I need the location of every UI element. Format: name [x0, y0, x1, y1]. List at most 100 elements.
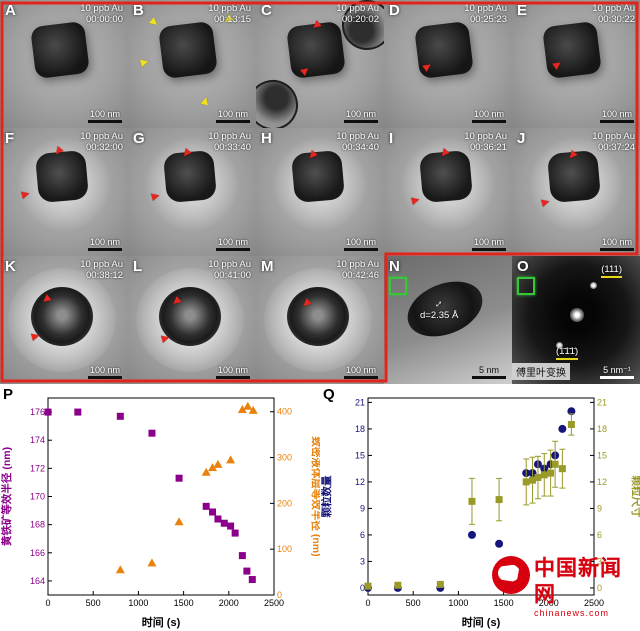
svg-text:172: 172 — [30, 463, 45, 473]
left-axis: 0 3 6 9 12 15 18 21 颗粒数量 — [320, 397, 372, 593]
svg-text:0: 0 — [360, 583, 365, 593]
panel-label: J — [517, 130, 526, 147]
charts-row: 0 500 1000 1500 2000 2500 时间 (s) 164 166 168 170 17… — [0, 384, 640, 631]
svg-text:12: 12 — [597, 477, 607, 487]
tem-panel: L 10 ppb Au 00:41:00 100 nm ▶ ▶ — [128, 256, 256, 384]
fft-plane-111: (111) — [601, 264, 622, 278]
x-axis: 0 500 1000 1500 2000 2500 时间 (s) — [45, 591, 284, 629]
panel-header: 10 ppb Au — [336, 131, 379, 142]
panel-label: E — [517, 2, 528, 19]
scale-bar-line — [344, 376, 378, 379]
tem-panel: M 10 ppb Au 00:42:46 100 nm ▶ — [256, 256, 384, 384]
scale-bar-label: 100 nm — [217, 365, 249, 375]
panel-label: A — [5, 2, 16, 19]
nanoparticle — [34, 149, 90, 204]
right-axis: 0 100 200 300 400 致密液体层等效半径 (nm) — [270, 407, 320, 600]
scale-bar-label: 100 nm — [89, 365, 121, 375]
x-axis: 0 500 1000 1500 2000 2500 时间 (s) — [365, 591, 604, 629]
panel-label: H — [261, 130, 272, 147]
scale-bar: 100 nm — [600, 109, 634, 123]
panel-label: F — [5, 130, 15, 147]
svg-text:15: 15 — [355, 450, 365, 460]
tem-panel: C 10 ppb Au 00:20:02 100 nm ▶ ▶ — [256, 0, 384, 128]
fft-center-spot — [570, 308, 584, 322]
chart-panel-letter: P — [3, 386, 13, 403]
green-logo-icon — [389, 277, 407, 295]
panel-timestamp: 00:25:23 — [470, 14, 507, 25]
svg-text:18: 18 — [355, 424, 365, 434]
svg-text:9: 9 — [360, 503, 365, 513]
scale-bar: 100 nm — [344, 109, 378, 123]
svg-text:1000: 1000 — [128, 598, 148, 608]
nanoparticle — [287, 287, 349, 346]
panel-fft: O (111) (1̄1̄1̄) 傅里叶变换 5 nm⁻¹ — [512, 256, 640, 384]
chinanews-logo-icon — [492, 556, 530, 594]
panel-timestamp: 00:36:21 — [470, 142, 507, 153]
panel-header: 10 ppb Au — [80, 3, 123, 14]
scale-bar-label: 5 nm — [478, 365, 499, 375]
svg-text:0: 0 — [365, 598, 370, 608]
fft-caption: 傅里叶变换 — [512, 363, 570, 380]
fft-diffraction-spot — [590, 282, 597, 289]
nanoparticle — [30, 20, 90, 80]
watermark-subtext: chinanews.com — [534, 608, 610, 618]
panel-label: C — [261, 2, 272, 19]
series-dense-liquid-layer-radius — [115, 401, 258, 574]
nanoparticle — [414, 20, 474, 80]
panel-label: M — [261, 258, 274, 275]
scale-bar-line — [88, 120, 122, 123]
panel-label: N — [389, 258, 400, 275]
scale-bar: 100 nm — [216, 237, 250, 251]
panel-timestamp: 00:20:02 — [342, 14, 379, 25]
panel-label: B — [133, 2, 144, 19]
scale-bar: 5 nm — [472, 365, 506, 379]
panel-label: L — [133, 258, 143, 275]
left-axis-label: 黄铁矿等效半径 (nm) — [0, 447, 13, 546]
panel-label: O — [517, 258, 529, 275]
panel-timestamp: 00:00:00 — [86, 14, 123, 25]
magnified-inset — [256, 72, 306, 128]
scale-bar-label: 100 nm — [217, 109, 249, 119]
nanoparticle — [158, 20, 218, 80]
panel-timestamp: 00:34:40 — [342, 142, 379, 153]
panel-label: G — [133, 130, 145, 147]
panel-header: 10 ppb Au — [80, 259, 123, 270]
panel-header: 10 ppb Au — [208, 3, 251, 14]
scale-bar: 5 nm⁻¹ — [600, 365, 634, 379]
scale-bar-label: 100 nm — [345, 365, 377, 375]
svg-text:1500: 1500 — [174, 598, 194, 608]
series-particle-size — [364, 413, 575, 590]
svg-text:1500: 1500 — [494, 598, 514, 608]
scale-bar-label: 100 nm — [217, 237, 249, 247]
x-axis-label: 时间 (s) — [462, 615, 501, 629]
panel-label: D — [389, 2, 400, 19]
svg-text:176: 176 — [30, 407, 45, 417]
left-axis-label: 颗粒数量 — [320, 475, 333, 517]
fft-plane-111bar: (1̄1̄1̄) — [556, 346, 579, 360]
panel-timestamp: 00:13:15 — [214, 14, 251, 25]
right-axis-label: 致密液体层等效半径 (nm) — [310, 436, 320, 556]
panel-header: 10 ppb Au — [208, 131, 251, 142]
panel-header: 10 ppb Au — [592, 3, 635, 14]
svg-text:174: 174 — [30, 435, 45, 445]
tem-panel: K 10 ppb Au 00:38:12 100 nm ▶ ▶ — [0, 256, 128, 384]
svg-text:400: 400 — [277, 407, 292, 417]
scale-bar-line — [472, 120, 506, 123]
svg-text:3: 3 — [360, 556, 365, 566]
panel-label: K — [5, 258, 16, 275]
svg-text:200: 200 — [277, 498, 292, 508]
yellow-arrow-icon: ▶ — [139, 56, 150, 69]
svg-text:2500: 2500 — [264, 598, 284, 608]
yellow-arrow-icon: ▶ — [147, 15, 161, 30]
scale-bar-label: 100 nm — [345, 109, 377, 119]
panel-timestamp: 00:41:00 — [214, 270, 251, 281]
svg-text:0: 0 — [45, 598, 50, 608]
scale-bar-line — [472, 376, 506, 379]
scale-bar-line — [344, 120, 378, 123]
scale-bar-label: 5 nm⁻¹ — [603, 365, 631, 375]
scale-bar-line — [472, 248, 506, 251]
tem-panel: E 10 ppb Au 00:30:22 100 nm ▶ — [512, 0, 640, 128]
tem-panel: H 10 ppb Au 00:34:40 100 nm ▶ — [256, 128, 384, 256]
